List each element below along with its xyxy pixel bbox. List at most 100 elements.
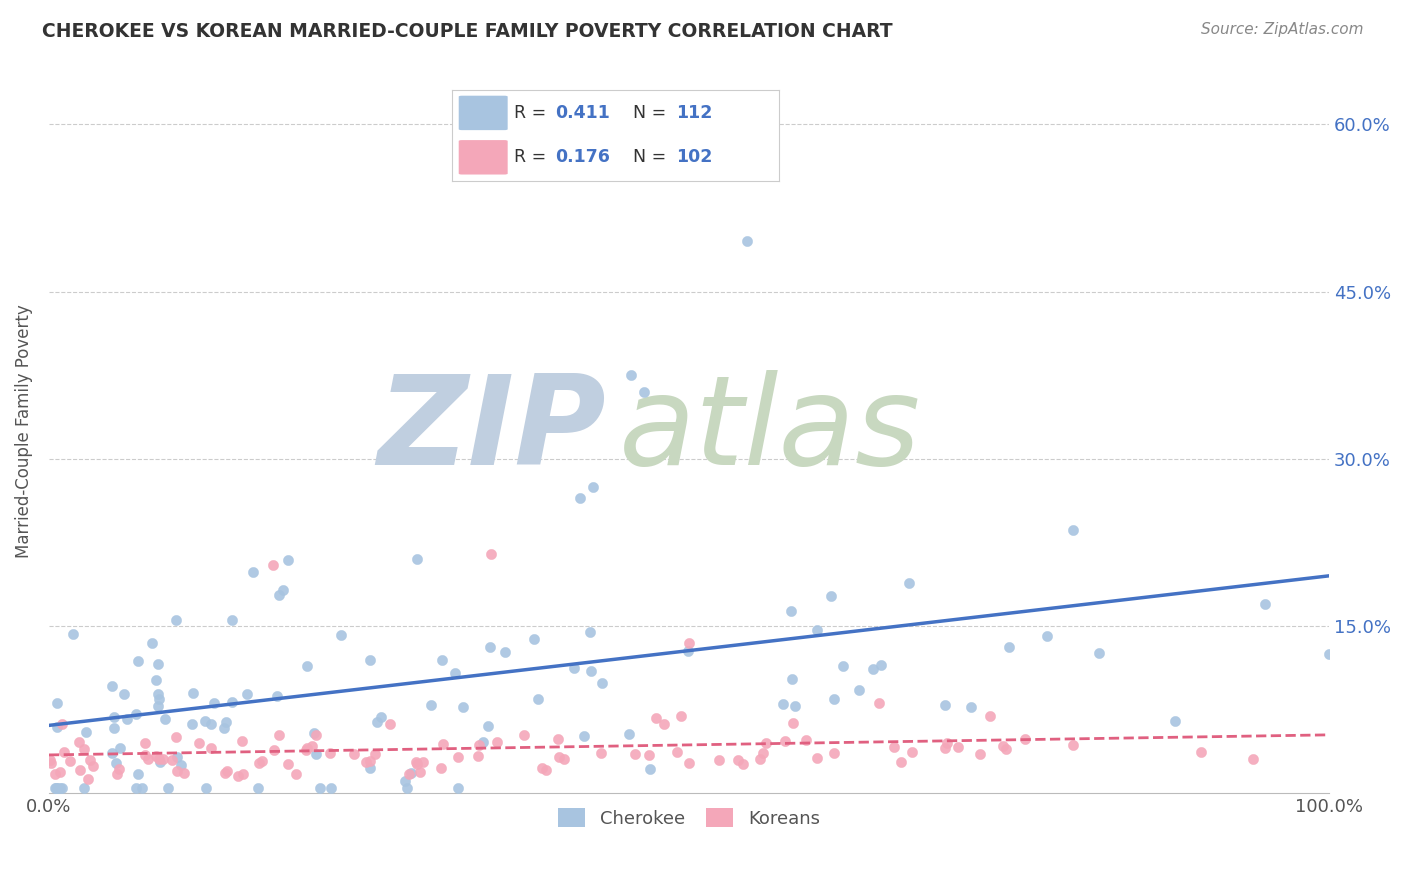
Point — [669, 709, 692, 723]
Point — [378, 717, 401, 731]
Point — [108, 762, 131, 776]
Text: ZIP: ZIP — [377, 370, 606, 491]
Point — [269, 727, 291, 741]
Point — [569, 491, 592, 505]
Point — [479, 640, 502, 654]
Point — [432, 737, 454, 751]
Point — [749, 752, 772, 766]
Point — [443, 665, 465, 680]
Point — [969, 747, 991, 761]
Point — [77, 772, 100, 786]
Point — [145, 748, 167, 763]
Point — [127, 654, 149, 668]
Point — [398, 766, 420, 780]
Point — [883, 740, 905, 755]
Point — [51, 780, 73, 795]
Point — [666, 745, 689, 759]
Point — [200, 716, 222, 731]
Point — [991, 739, 1014, 753]
Point — [1036, 629, 1059, 643]
Point — [446, 780, 468, 795]
Point — [148, 692, 170, 706]
Point — [359, 761, 381, 775]
Point — [148, 698, 170, 713]
Point — [467, 738, 489, 752]
Point — [782, 716, 804, 731]
Point — [589, 747, 612, 761]
Point — [242, 565, 264, 579]
Point — [79, 753, 101, 767]
Point — [582, 480, 605, 494]
Point — [200, 740, 222, 755]
Point — [166, 750, 188, 764]
Point — [284, 766, 307, 780]
Point — [796, 732, 818, 747]
Point — [526, 691, 548, 706]
Point — [1062, 738, 1084, 752]
Point — [82, 758, 104, 772]
Point — [180, 717, 202, 731]
Point — [153, 712, 176, 726]
Point — [247, 780, 270, 795]
Point — [354, 755, 377, 769]
Point — [399, 765, 422, 780]
Point — [252, 755, 274, 769]
Point — [45, 697, 67, 711]
Point — [1164, 714, 1187, 728]
Point — [394, 773, 416, 788]
Point — [131, 780, 153, 795]
Point — [451, 699, 474, 714]
Point — [103, 710, 125, 724]
Point — [277, 553, 299, 567]
Point — [1254, 598, 1277, 612]
Text: atlas: atlas — [619, 370, 921, 491]
Point — [638, 762, 661, 776]
Point — [202, 696, 225, 710]
Point — [194, 714, 217, 728]
Point — [343, 747, 366, 761]
Point — [772, 697, 794, 711]
Point — [1317, 647, 1340, 661]
Point — [105, 767, 128, 781]
Point — [591, 676, 613, 690]
Point — [430, 762, 453, 776]
Point — [831, 659, 853, 673]
Point — [467, 748, 489, 763]
Point — [231, 733, 253, 747]
Point — [59, 754, 82, 768]
Point — [735, 235, 758, 249]
Point — [783, 698, 806, 713]
Point — [420, 698, 443, 712]
Point — [678, 636, 700, 650]
Point — [522, 632, 544, 646]
Point — [998, 640, 1021, 654]
Point — [221, 695, 243, 709]
Point — [562, 661, 585, 675]
Point — [370, 709, 392, 723]
Point — [181, 686, 204, 700]
Point — [148, 687, 170, 701]
Point — [214, 715, 236, 730]
Point — [117, 712, 139, 726]
Point — [104, 756, 127, 771]
Y-axis label: Married-Couple Family Poverty: Married-Couple Family Poverty — [15, 304, 32, 558]
Point — [862, 661, 884, 675]
Point — [170, 757, 193, 772]
Point — [269, 588, 291, 602]
Point — [149, 756, 172, 770]
Point — [75, 725, 97, 739]
Point — [823, 746, 845, 760]
Point — [823, 692, 845, 706]
Point — [994, 742, 1017, 756]
Point — [134, 748, 156, 763]
Point — [848, 682, 870, 697]
Point — [73, 741, 96, 756]
Point — [1087, 646, 1109, 660]
Point — [479, 547, 502, 561]
Point — [247, 756, 270, 771]
Point — [755, 736, 778, 750]
Point — [195, 780, 218, 795]
Point — [166, 764, 188, 779]
Point — [678, 756, 700, 771]
Point — [617, 727, 640, 741]
